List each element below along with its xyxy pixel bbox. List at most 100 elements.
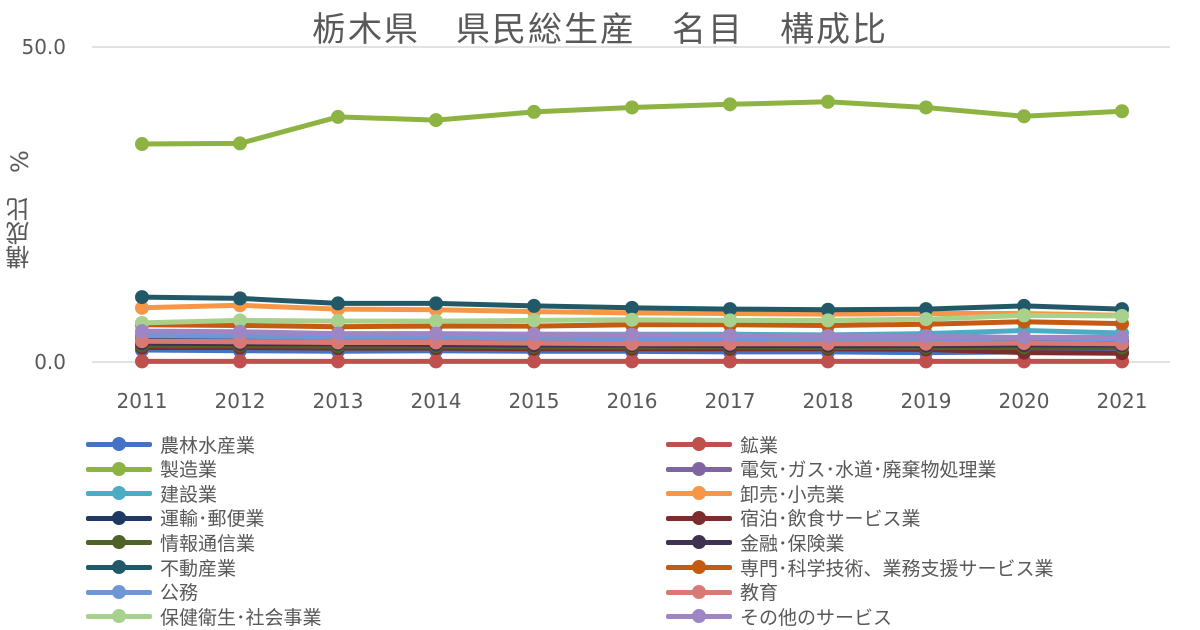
legend-item: 公務	[86, 580, 198, 604]
legend-label: 不動産業	[160, 557, 237, 580]
legend-label: 専門･科学技術、業務支援サービス業	[740, 557, 1054, 580]
legend-swatch	[86, 481, 152, 505]
x-tick-label: 2011	[117, 389, 168, 413]
data-point	[821, 329, 835, 344]
legend-item: 不動産業	[86, 555, 237, 580]
legend-item: 製造業	[86, 457, 217, 481]
data-point	[1017, 308, 1031, 323]
legend-swatch	[666, 555, 732, 579]
legend-swatch	[86, 530, 152, 554]
data-point	[429, 113, 443, 128]
data-point	[233, 354, 247, 369]
legend-item: 農林水産業	[86, 432, 256, 457]
legend-label: 建設業	[160, 483, 218, 506]
legend-swatch	[86, 580, 152, 604]
data-point	[135, 324, 149, 339]
legend-item: 宿泊･飲食サービス業	[666, 506, 921, 530]
x-tick-label: 2015	[509, 389, 560, 413]
data-point	[527, 354, 541, 369]
legend-label: 農林水産業	[160, 434, 256, 457]
data-point	[1115, 104, 1129, 119]
legend-label: 電気･ガス･水道･廃棄物処理業	[740, 459, 997, 482]
data-point	[821, 354, 835, 369]
legend-swatch	[666, 604, 732, 628]
y-tick-label: 50.0	[21, 35, 66, 59]
data-point	[625, 354, 639, 369]
series-3	[135, 94, 1129, 152]
data-point	[625, 327, 639, 342]
legend-label: 公務	[160, 582, 199, 605]
data-point	[821, 313, 835, 328]
legend-marker	[692, 461, 706, 476]
legend-item: 卸売･小売業	[666, 481, 845, 506]
legend-marker	[692, 510, 706, 525]
legend-item: その他のサービス	[666, 604, 892, 629]
data-point	[723, 354, 737, 369]
legend-marker	[692, 560, 706, 574]
data-point	[135, 334, 149, 349]
legend-item: 鉱業	[666, 432, 779, 457]
data-point	[821, 302, 835, 317]
legend-marker	[112, 535, 126, 550]
legend-item: 運輸･郵便業	[86, 506, 265, 530]
data-point	[429, 296, 443, 311]
legend-label: 運輸･郵便業	[160, 508, 265, 531]
data-point	[919, 302, 933, 317]
data-point	[135, 290, 149, 305]
legend-marker	[692, 609, 706, 624]
legend-item: 教育	[666, 580, 778, 604]
x-tick-label: 2020	[999, 389, 1050, 413]
legend-marker	[692, 486, 706, 501]
x-tick-label: 2017	[705, 389, 756, 413]
legend-item: 金融･保険業	[666, 530, 845, 555]
data-point	[429, 354, 443, 369]
data-point	[233, 313, 247, 328]
series-15	[135, 308, 1129, 330]
series-2	[135, 354, 1129, 369]
data-point	[625, 100, 639, 115]
data-point	[723, 328, 737, 343]
legend-label: 情報通信業	[160, 532, 256, 555]
data-point	[1115, 309, 1129, 324]
legend-marker	[112, 461, 126, 476]
data-point	[331, 314, 345, 329]
data-point	[1115, 330, 1129, 345]
chart-title: 栃木県 県民総生産 名目 構成比	[312, 10, 888, 50]
data-point	[723, 97, 737, 112]
x-tick-label: 2014	[411, 389, 462, 413]
data-point	[821, 94, 835, 109]
legend-swatch	[666, 481, 732, 505]
data-point	[919, 312, 933, 327]
data-point	[527, 327, 541, 342]
legend-marker	[112, 609, 126, 624]
data-point	[135, 300, 149, 315]
data-point	[331, 296, 345, 311]
legend-marker	[112, 437, 126, 451]
legend-marker	[112, 584, 126, 599]
legend-swatch	[86, 506, 152, 530]
data-point	[527, 298, 541, 313]
legend-item: 保健衛生･社会事業	[86, 604, 322, 629]
legend-swatch	[86, 432, 152, 456]
data-point	[527, 104, 541, 119]
data-point	[723, 302, 737, 317]
data-point	[233, 334, 247, 349]
legend-item: 電気･ガス･水道･廃棄物処理業	[666, 457, 997, 481]
legend-label: 金融･保険業	[740, 532, 845, 555]
legend-item: 情報通信業	[86, 530, 256, 555]
x-tick-label: 2018	[803, 389, 854, 413]
legend-marker	[112, 486, 126, 501]
legend-marker	[692, 584, 706, 599]
data-point	[919, 329, 933, 344]
data-point	[1017, 330, 1031, 345]
legend-label: 鉱業	[740, 434, 779, 457]
legend-label: 保健衛生･社会事業	[160, 606, 322, 629]
legend-marker	[112, 560, 126, 574]
x-tick-label: 2013	[313, 389, 364, 413]
data-point	[527, 313, 541, 328]
data-point	[331, 354, 345, 369]
legend-marker	[692, 437, 706, 451]
x-tick-label: 2016	[607, 389, 658, 413]
legend-label: 宿泊･飲食サービス業	[740, 508, 921, 531]
legend-swatch	[666, 457, 732, 481]
